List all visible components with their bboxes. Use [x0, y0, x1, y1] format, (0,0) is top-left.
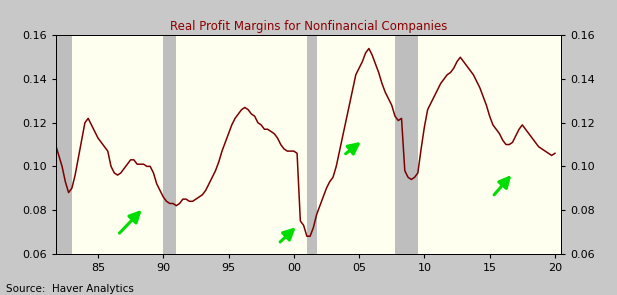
Bar: [307, 35, 317, 254]
Text: Source:  Haver Analytics: Source: Haver Analytics: [6, 283, 134, 294]
Bar: [395, 35, 418, 254]
Title: Real Profit Margins for Nonfinancial Companies: Real Profit Margins for Nonfinancial Com…: [170, 20, 447, 33]
Bar: [164, 35, 176, 254]
Bar: [56, 35, 72, 254]
